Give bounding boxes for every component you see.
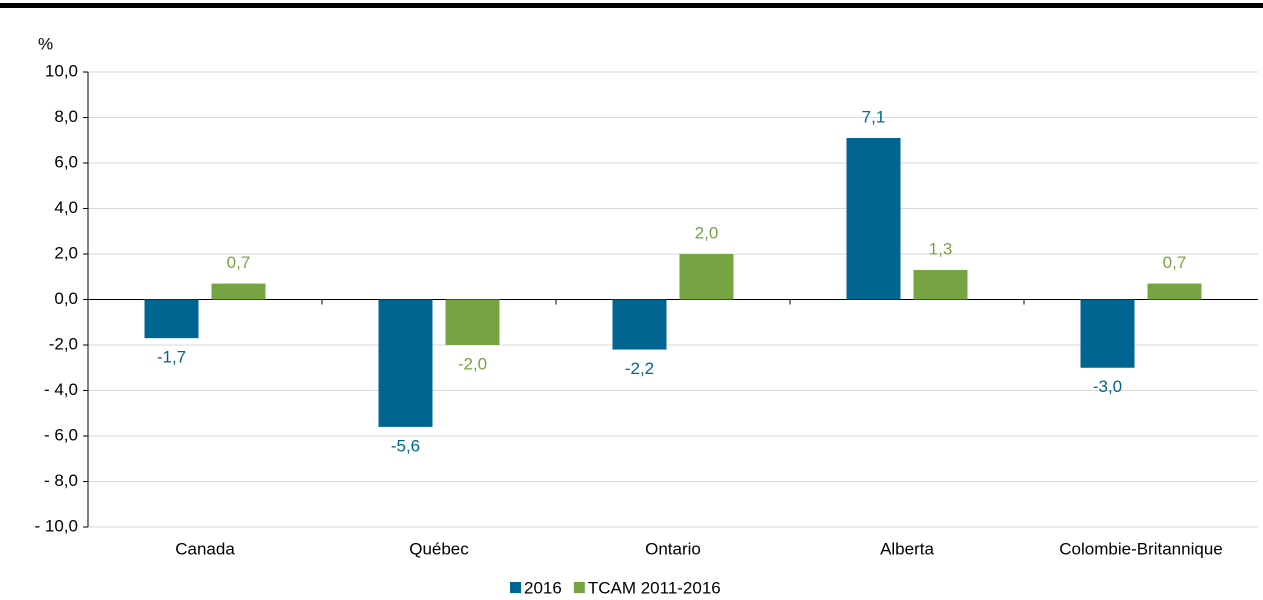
y-tick-label: 2,0 — [54, 243, 78, 262]
bar — [378, 299, 433, 427]
y-tick-label: - 8,0 — [44, 471, 78, 490]
x-tick-label: Canada — [175, 539, 235, 558]
y-tick-label: -2,0 — [49, 334, 78, 353]
x-tick-label: Ontario — [645, 539, 701, 558]
data-label: 0,7 — [227, 253, 251, 272]
legend-swatch — [573, 582, 585, 593]
legend-label: TCAM 2011-2016 — [588, 578, 721, 597]
bar — [679, 254, 734, 300]
y-tick-label: 10,0 — [45, 61, 78, 80]
y-tick-label: 4,0 — [54, 198, 78, 217]
bar — [144, 299, 199, 339]
y-tick-label: - 4,0 — [44, 380, 78, 399]
data-label: 2,0 — [695, 223, 719, 242]
bar — [612, 299, 667, 350]
data-label: -2,0 — [458, 354, 487, 373]
x-tick-label: Alberta — [880, 539, 934, 558]
y-tick-label: 6,0 — [54, 152, 78, 171]
y-axis-label: % — [38, 34, 53, 53]
x-tick-label: Québec — [409, 539, 469, 558]
bar — [1147, 283, 1202, 300]
bar — [846, 137, 901, 300]
top-rule — [0, 3, 1263, 8]
bar — [913, 269, 968, 300]
data-label: 0,7 — [1163, 253, 1187, 272]
y-tick-label: - 6,0 — [44, 425, 78, 444]
x-tick-label: Colombie-Britannique — [1059, 539, 1222, 558]
y-tick-label: - 10,0 — [35, 516, 78, 535]
legend-label: 2016 — [524, 578, 562, 597]
legend-swatch — [510, 582, 521, 593]
data-label: -3,0 — [1093, 377, 1122, 396]
data-label: 1,3 — [929, 239, 953, 258]
bar — [211, 283, 266, 300]
bar — [1080, 299, 1135, 368]
y-tick-label: 0,0 — [54, 289, 78, 308]
data-label: 7,1 — [862, 107, 886, 126]
bar — [445, 299, 500, 345]
y-tick-label: 8,0 — [54, 107, 78, 126]
data-label: -5,6 — [391, 436, 420, 455]
data-label: -2,2 — [625, 359, 654, 378]
data-label: -1,7 — [157, 348, 186, 367]
